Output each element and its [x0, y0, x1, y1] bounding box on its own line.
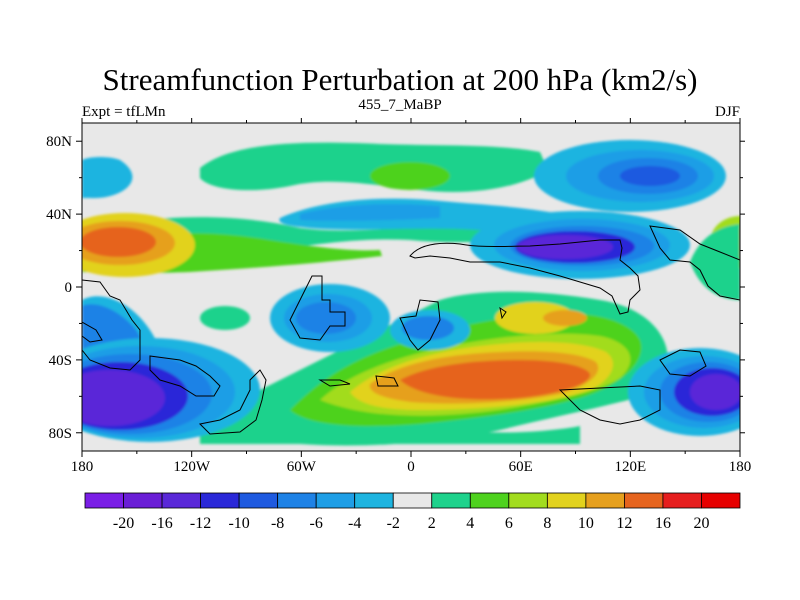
contour-low-south-pacific-east-core — [690, 374, 740, 410]
colorbar-label: 16 — [655, 515, 671, 532]
colorbar: -20 -16 -12 -10 -8 -6 -4 -2 2 4 6 8 10 12 16 20 — [84, 492, 741, 532]
contour-high-ne-pacific-core — [82, 227, 156, 257]
colorbar-label: 4 — [466, 515, 474, 532]
y-tick-label: 80N — [46, 134, 72, 150]
y-axis: 80N 40N 0 40S 80S — [46, 134, 745, 442]
contour-fill-layer — [82, 123, 740, 451]
contour-small-pos — [200, 306, 250, 330]
colorbar-label: -6 — [310, 515, 323, 532]
colorbar-swatch — [624, 492, 664, 509]
contour-low-south-america-core — [296, 302, 356, 334]
season-label: DJF — [714, 104, 740, 120]
contour-band-neg-north — [300, 204, 440, 221]
colorbar-swatch — [585, 492, 625, 509]
colorbar-label: 20 — [693, 515, 709, 532]
x-tick-label: 120E — [614, 459, 646, 475]
contour-high-indian-north-core — [543, 310, 587, 326]
colorbar-label: 8 — [543, 515, 551, 532]
coastlines — [82, 225, 740, 435]
colorbar-swatch — [200, 492, 240, 509]
colorbar-label: 10 — [578, 515, 594, 532]
contour-low-north-pacific-core — [620, 166, 680, 186]
colorbar-label: -8 — [271, 515, 284, 532]
contour-low-south-pacific-west-core — [82, 370, 165, 426]
x-tick-label: 120W — [173, 459, 211, 475]
contour-band-east-edge — [690, 224, 740, 300]
colorbar-swatch — [431, 492, 471, 509]
colorbar-swatch — [84, 492, 124, 509]
contour-high-indian-north — [495, 302, 575, 334]
contour-core-north-high — [370, 162, 450, 190]
x-tick-label: 180 — [729, 459, 752, 475]
colorbar-label: -16 — [151, 515, 172, 532]
x-tick-label: 60E — [509, 459, 533, 475]
x-tick-label: 0 — [407, 459, 415, 475]
contour-band-north-high — [200, 142, 548, 192]
colorbar-swatch — [123, 492, 163, 509]
colorbar-label: 6 — [505, 515, 513, 532]
colorbar-swatch — [161, 492, 201, 509]
colorbar-swatch — [508, 492, 548, 509]
x-tick-label: 180 — [71, 459, 94, 475]
colorbar-swatch — [701, 492, 741, 509]
y-tick-label: 80S — [49, 426, 72, 442]
colorbar-swatch — [238, 492, 279, 509]
colorbar-swatch — [315, 492, 356, 509]
colorbar-label: -20 — [113, 515, 134, 532]
contour-high-south-indian-core — [400, 360, 591, 400]
x-axis: 180 120W 60W 0 60E 120E 180 — [71, 118, 752, 475]
y-tick-label: 40N — [46, 207, 72, 223]
colorbar-label: -4 — [348, 515, 361, 532]
x-tick-label: 60W — [287, 459, 317, 475]
colorbar-label: -10 — [228, 515, 249, 532]
colorbar-label: -12 — [190, 515, 211, 532]
chart-title: Streamfunction Perturbation at 200 hPa (… — [102, 62, 698, 97]
colorbar-swatch — [469, 492, 510, 509]
colorbar-swatch — [546, 492, 587, 509]
contour-low-africa-core — [402, 316, 454, 340]
colorbar-label: -2 — [387, 515, 400, 532]
y-tick-label: 0 — [65, 280, 73, 296]
y-tick-label: 40S — [49, 353, 72, 369]
colorbar-label: 2 — [428, 515, 436, 532]
colorbar-swatch — [354, 492, 394, 509]
case-label: 455_7_MaBP — [358, 97, 442, 113]
contour-low-east-asia-core — [517, 235, 613, 259]
colorbar-swatch — [662, 492, 702, 509]
colorbar-swatch — [392, 492, 433, 509]
contour-low-nw-corner — [82, 157, 133, 199]
colorbar-label: 12 — [616, 515, 632, 532]
experiment-label: Expt = tfLMn — [82, 104, 166, 120]
colorbar-swatch — [277, 492, 317, 509]
contour-band-south-edge — [200, 426, 580, 444]
